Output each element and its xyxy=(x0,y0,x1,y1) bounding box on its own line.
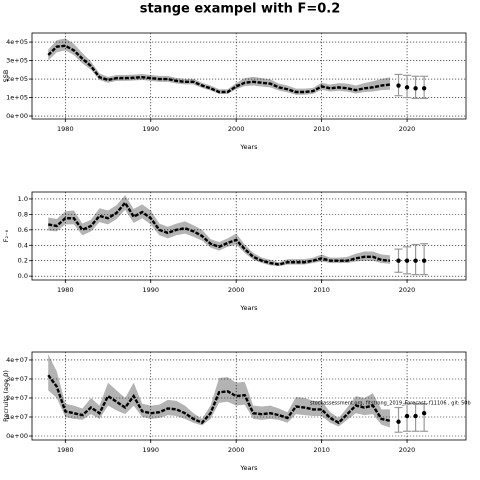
y-tick-label: 3e+07 xyxy=(6,375,28,383)
forecast-point xyxy=(404,413,410,419)
y-tick-label: 0.0 xyxy=(18,272,28,280)
forecast-point xyxy=(404,258,410,263)
forecast-point xyxy=(396,419,401,424)
forecast-point xyxy=(421,411,427,416)
forecast-point xyxy=(421,258,427,263)
forecast-point xyxy=(396,258,401,263)
y-tick-label: 0.6 xyxy=(18,226,28,234)
plot-frame xyxy=(31,32,467,120)
x-axis-label: Years xyxy=(239,464,258,472)
y-tick-label: 0.8 xyxy=(18,210,28,218)
y-tick-label: 0e+00 xyxy=(6,432,28,440)
y-tick-label: 2e+07 xyxy=(6,394,28,402)
x-tick-label: 2000 xyxy=(228,286,245,294)
y-tick-label: 2e+05 xyxy=(6,75,28,83)
forecast-point xyxy=(413,258,418,263)
estimate-line xyxy=(47,374,391,425)
x-tick-label: 1990 xyxy=(142,125,159,133)
y-tick-label: 0.4 xyxy=(18,241,28,249)
y-tick-label: 0e+00 xyxy=(6,112,28,120)
y-tick-label: 4e+07 xyxy=(6,356,28,364)
forecast-point xyxy=(404,85,410,90)
forecast-point xyxy=(413,413,418,419)
y-tick-label: 4e+05 xyxy=(6,38,28,46)
x-tick-label: 2010 xyxy=(313,286,330,294)
y-tick-label: 1e+07 xyxy=(6,413,28,421)
confidence-band xyxy=(48,195,390,267)
y-tick-label: 0.2 xyxy=(18,257,28,265)
confidence-band xyxy=(48,354,390,428)
panel: 1980 1990 2000 2010 2020 0e+00 1e+05 2e+05 3e+05… xyxy=(2,32,467,151)
plot-frame xyxy=(31,191,467,281)
x-tick-label: 2010 xyxy=(313,446,330,454)
annotation: stockassessment.org, fitstrong_2019_Fore… xyxy=(310,401,471,407)
x-tick-label: 2020 xyxy=(399,446,416,454)
x-tick-label: 2010 xyxy=(313,125,330,133)
x-tick-label: 1980 xyxy=(57,125,74,133)
x-tick-label: 2020 xyxy=(399,125,416,133)
y-tick-label: 1.0 xyxy=(18,195,28,203)
forecast-point xyxy=(396,83,401,88)
page-title: stange exampel with F=0.2 xyxy=(140,2,341,17)
y-axis-label: F₂₋₆ xyxy=(2,229,10,242)
forecast-point xyxy=(413,86,418,91)
x-tick-label: 1980 xyxy=(57,286,74,294)
x-tick-label: 2000 xyxy=(228,125,245,133)
x-tick-label: 1980 xyxy=(57,446,74,454)
forecast-point xyxy=(421,86,427,91)
x-tick-label: 2000 xyxy=(228,446,245,454)
panel: 1980 1990 2000 2010 2020 0.0 0.2 0.4 0.6 0.8 1.0 Ye… xyxy=(2,191,467,312)
plot-frame xyxy=(31,351,467,441)
x-tick-label: 1990 xyxy=(142,286,159,294)
x-axis-label: Years xyxy=(239,143,258,151)
y-axis-label: Recruits (age 0) xyxy=(2,370,10,422)
y-tick-label: 1e+05 xyxy=(6,94,28,102)
x-axis-label: Years xyxy=(239,304,258,312)
estimate-line xyxy=(47,44,391,94)
x-tick-label: 2020 xyxy=(399,286,416,294)
estimate-line xyxy=(48,200,391,266)
y-axis-label: SSB xyxy=(2,70,10,83)
x-tick-label: 1990 xyxy=(142,446,159,454)
y-tick-label: 3e+05 xyxy=(6,57,28,65)
panel: 1980 1990 2000 2010 2020 0e+00 1e+07 2e+07 3e+07… xyxy=(2,351,471,472)
